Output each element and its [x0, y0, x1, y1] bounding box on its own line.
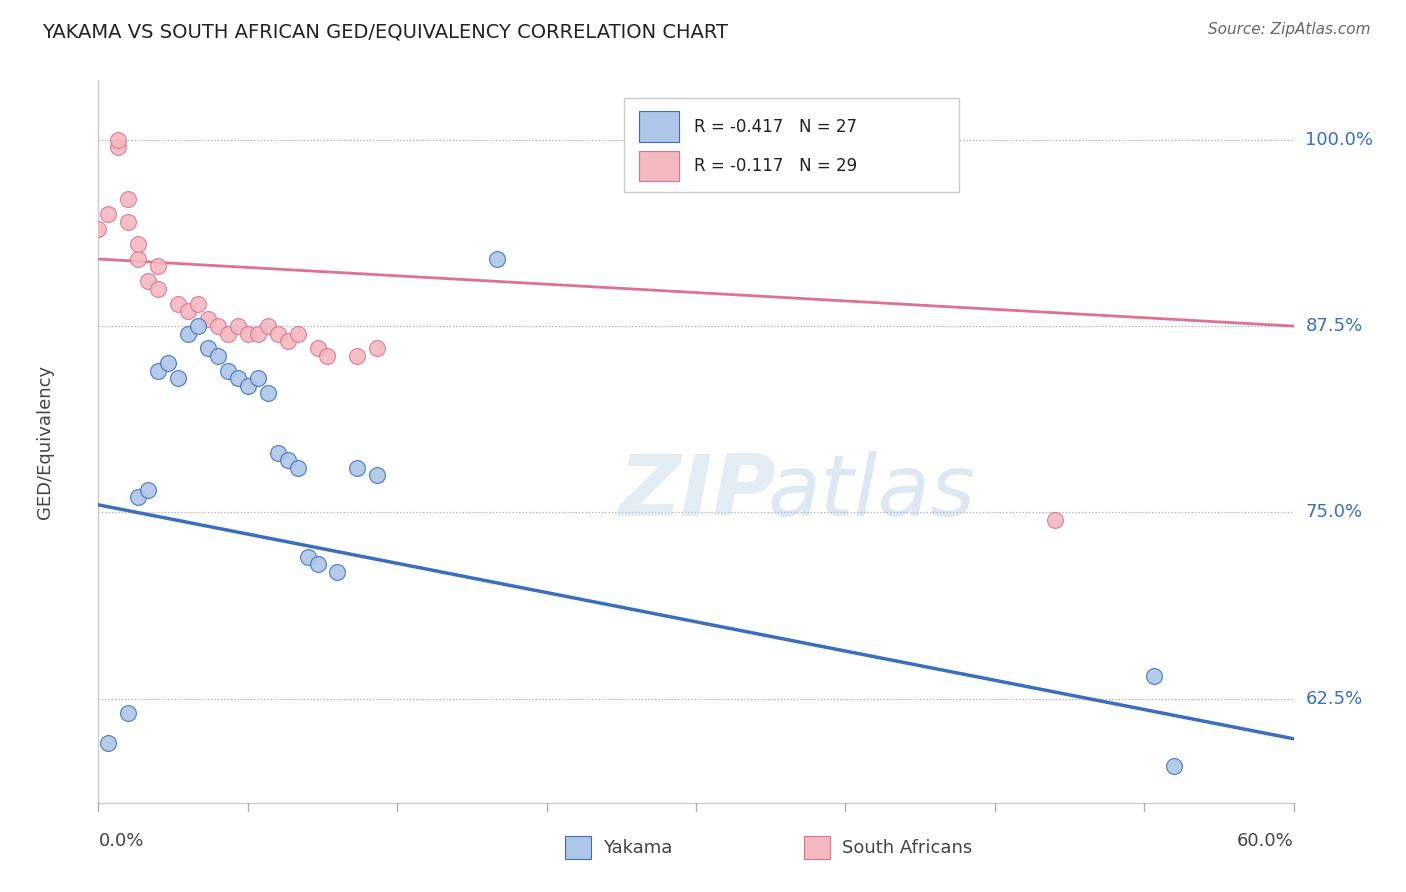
Point [177, 326, 200, 341]
Point [307, 558, 329, 572]
Point [157, 356, 180, 370]
Text: ZIP: ZIP [619, 450, 776, 533]
Bar [638, 151, 679, 181]
Point [127, 237, 149, 252]
Point [256, 319, 278, 334]
Point [136, 483, 159, 497]
Point [316, 349, 339, 363]
Point [1043, 513, 1066, 527]
Bar [804, 836, 830, 859]
Text: R = -0.117   N = 29: R = -0.117 N = 29 [693, 157, 856, 175]
Point [267, 446, 290, 460]
Point [207, 349, 229, 363]
Point [97, 207, 120, 221]
Point [148, 260, 170, 274]
Point [1143, 669, 1166, 683]
Point [187, 319, 209, 334]
Point [346, 460, 368, 475]
Text: 87.5%: 87.5% [1306, 317, 1362, 335]
Text: Source: ZipAtlas.com: Source: ZipAtlas.com [1208, 22, 1371, 37]
Point [87, 222, 110, 236]
Text: Yakama: Yakama [603, 838, 672, 856]
Point [197, 311, 219, 326]
Point [148, 364, 170, 378]
Text: 60.0%: 60.0% [1237, 831, 1294, 850]
Point [117, 193, 139, 207]
Text: South Africans: South Africans [842, 838, 972, 856]
Point [236, 378, 259, 392]
Text: 100.0%: 100.0% [1306, 131, 1374, 149]
Point [366, 342, 388, 356]
Point [267, 326, 290, 341]
Point [236, 326, 259, 341]
Point [217, 326, 239, 341]
Point [307, 342, 329, 356]
Point [167, 371, 190, 385]
Bar [565, 836, 591, 859]
Text: GED/Equivalency: GED/Equivalency [35, 365, 53, 518]
Point [117, 706, 139, 721]
Point [207, 319, 229, 334]
Point [127, 491, 149, 505]
Bar [638, 112, 679, 142]
Point [246, 371, 269, 385]
Point [167, 297, 190, 311]
Text: R = -0.417   N = 27: R = -0.417 N = 27 [693, 118, 856, 136]
Point [226, 319, 249, 334]
Point [187, 297, 209, 311]
Point [177, 304, 200, 318]
Text: 75.0%: 75.0% [1306, 503, 1362, 521]
Text: YAKAMA VS SOUTH AFRICAN GED/EQUIVALENCY CORRELATION CHART: YAKAMA VS SOUTH AFRICAN GED/EQUIVALENCY … [42, 22, 728, 41]
Point [277, 334, 299, 348]
Text: 62.5%: 62.5% [1306, 690, 1362, 707]
Point [107, 140, 129, 154]
Point [297, 549, 319, 564]
Point [1163, 758, 1185, 772]
Point [226, 371, 249, 385]
Point [287, 326, 309, 341]
Point [148, 282, 170, 296]
Point [346, 349, 368, 363]
Text: atlas: atlas [768, 450, 976, 533]
Point [326, 565, 349, 579]
Point [246, 326, 269, 341]
Point [287, 460, 309, 475]
Point [107, 133, 129, 147]
Point [277, 453, 299, 467]
Point [97, 736, 120, 750]
Point [485, 252, 508, 266]
Point [197, 342, 219, 356]
Point [366, 468, 388, 483]
FancyBboxPatch shape [624, 98, 959, 193]
Point [127, 252, 149, 266]
Point [117, 215, 139, 229]
Point [256, 386, 278, 401]
Text: 0.0%: 0.0% [98, 831, 143, 850]
Point [136, 274, 159, 288]
Point [217, 364, 239, 378]
